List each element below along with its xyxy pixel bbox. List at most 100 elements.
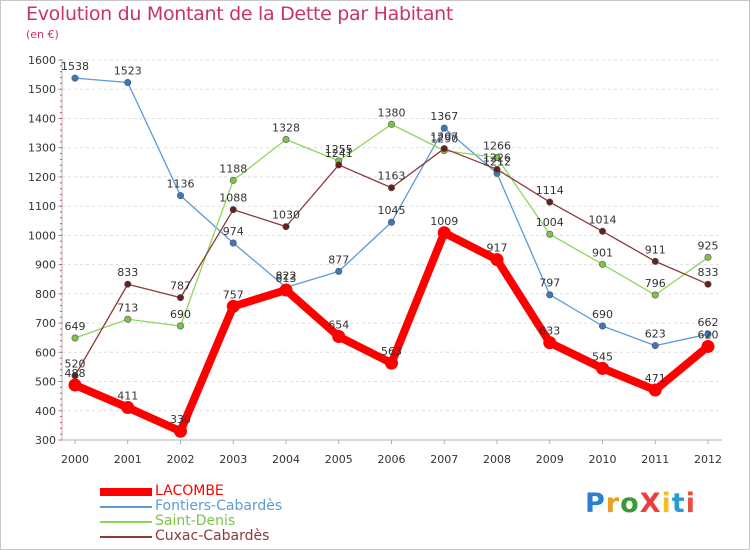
proxiti-logo: ProXiti: [585, 488, 696, 519]
chart-title: Evolution du Montant de la Dette par Hab…: [26, 3, 454, 25]
data-label-cuxac-cabard-s: 1297: [430, 131, 458, 144]
point-saint-denis: [546, 230, 554, 238]
y-tick-label: 1500: [28, 83, 56, 96]
point-saint-denis: [598, 260, 606, 268]
data-label-fontiers-cabard-s: 662: [698, 316, 719, 329]
y-tick-label: 1400: [28, 112, 56, 125]
data-label-saint-denis: 1004: [536, 216, 564, 229]
point-cuxac-cabard-s: [282, 223, 290, 231]
data-label-lacombe: 330: [170, 413, 191, 426]
data-label-cuxac-cabard-s: 1241: [325, 147, 353, 160]
data-label-fontiers-cabard-s: 1367: [430, 110, 458, 123]
data-label-cuxac-cabard-s: 1114: [536, 184, 564, 197]
data-label-lacombe: 488: [65, 367, 86, 380]
data-label-fontiers-cabard-s: 877: [328, 253, 349, 266]
point-cuxac-cabard-s: [598, 227, 606, 235]
data-label-fontiers-cabard-s: 1136: [167, 178, 195, 191]
x-tick-label: 2009: [536, 453, 564, 466]
data-label-saint-denis: 1380: [378, 106, 406, 119]
data-label-cuxac-cabard-s: 787: [170, 280, 191, 293]
point-lacombe: [437, 226, 451, 240]
point-cuxac-cabard-s: [387, 184, 395, 192]
x-tick-label: 2011: [641, 453, 669, 466]
data-label-saint-denis: 649: [65, 320, 86, 333]
point-fontiers-cabard-s: [124, 79, 132, 87]
point-fontiers-cabard-s: [177, 192, 185, 200]
point-saint-denis: [177, 322, 185, 330]
data-label-cuxac-cabard-s: 1226: [483, 151, 511, 164]
data-label-lacombe: 411: [117, 390, 138, 403]
point-lacombe: [490, 253, 504, 267]
data-label-fontiers-cabard-s: 974: [223, 225, 244, 238]
point-saint-denis: [387, 120, 395, 128]
logo-letter: o: [620, 488, 640, 519]
point-lacombe: [596, 361, 609, 375]
x-tick-label: 2012: [694, 453, 722, 466]
point-saint-denis: [704, 253, 712, 261]
data-label-lacombe: 471: [645, 372, 666, 385]
logo-letter: t: [671, 488, 686, 519]
point-fontiers-cabard-s: [704, 330, 712, 338]
data-label-cuxac-cabard-s: 1088: [219, 192, 247, 205]
data-label-saint-denis: 1266: [483, 140, 511, 153]
point-cuxac-cabard-s: [124, 280, 132, 288]
logo-letter: P: [585, 488, 606, 519]
point-lacombe: [543, 336, 557, 350]
y-tick-label: 600: [35, 346, 56, 359]
legend-label: Cuxac-Cabardès: [155, 528, 270, 544]
data-label-cuxac-cabard-s: 833: [698, 266, 719, 279]
point-lacombe: [332, 330, 346, 344]
data-label-lacombe: 545: [592, 350, 613, 363]
data-label-fontiers-cabard-s: 1523: [114, 65, 142, 78]
series-line-saint-denis: [74, 123, 709, 339]
series-line-lacombe: [71, 228, 712, 436]
data-label-fontiers-cabard-s: 1538: [61, 60, 89, 73]
point-fontiers-cabard-s: [229, 239, 237, 247]
data-label-saint-denis: 1328: [272, 122, 300, 135]
data-label-cuxac-cabard-s: 1030: [272, 209, 300, 222]
data-label-lacombe: 654: [328, 319, 349, 332]
point-cuxac-cabard-s: [177, 294, 185, 302]
y-tick-label: 700: [35, 317, 56, 330]
data-label-lacombe: 633: [539, 325, 560, 338]
point-fontiers-cabard-s: [546, 291, 554, 299]
data-label-fontiers-cabard-s: 623: [645, 328, 666, 341]
y-tick-label: 900: [35, 259, 56, 272]
point-saint-denis: [71, 334, 79, 342]
point-saint-denis: [282, 136, 290, 144]
point-cuxac-cabard-s: [493, 165, 501, 173]
point-saint-denis: [493, 154, 501, 162]
data-label-cuxac-cabard-s: 520: [65, 358, 86, 371]
data-label-fontiers-cabard-s: 797: [539, 277, 560, 290]
point-lacombe: [174, 424, 187, 438]
data-label-cuxac-cabard-s: 1014: [589, 213, 617, 226]
legend-label: Fontiers-Cabardès: [155, 498, 283, 514]
x-tick-label: 2004: [272, 453, 300, 466]
x-tick-label: 2008: [483, 453, 511, 466]
point-lacombe: [279, 283, 293, 297]
data-label-fontiers-cabard-s: 690: [592, 308, 613, 321]
logo-letter: X: [639, 488, 662, 519]
data-label-saint-denis: 1255: [325, 143, 353, 156]
x-tick-label: 2007: [430, 453, 458, 466]
x-tick-label: 2001: [114, 453, 142, 466]
data-label-lacombe: 813: [276, 272, 297, 285]
data-label-cuxac-cabard-s: 1163: [378, 170, 406, 183]
data-label-saint-denis: 713: [117, 301, 138, 314]
data-label-saint-denis: 1188: [219, 162, 247, 175]
point-cuxac-cabard-s: [546, 198, 554, 206]
data-label-saint-denis: 1290: [430, 133, 458, 146]
data-label-lacombe: 620: [698, 328, 719, 341]
data-label-lacombe: 563: [381, 345, 402, 358]
y-tick-label: 1600: [28, 54, 56, 67]
x-tick-label: 2002: [167, 453, 195, 466]
point-lacombe: [701, 339, 715, 353]
data-label-fontiers-cabard-s: 1045: [378, 204, 406, 217]
point-fontiers-cabard-s: [71, 74, 79, 82]
data-label-cuxac-cabard-s: 911: [645, 243, 666, 256]
point-fontiers-cabard-s: [387, 218, 395, 226]
y-tick-label: 300: [35, 434, 56, 447]
data-label-fontiers-cabard-s: 1212: [483, 155, 511, 168]
data-label-saint-denis: 796: [645, 277, 666, 290]
point-saint-denis: [651, 291, 659, 299]
